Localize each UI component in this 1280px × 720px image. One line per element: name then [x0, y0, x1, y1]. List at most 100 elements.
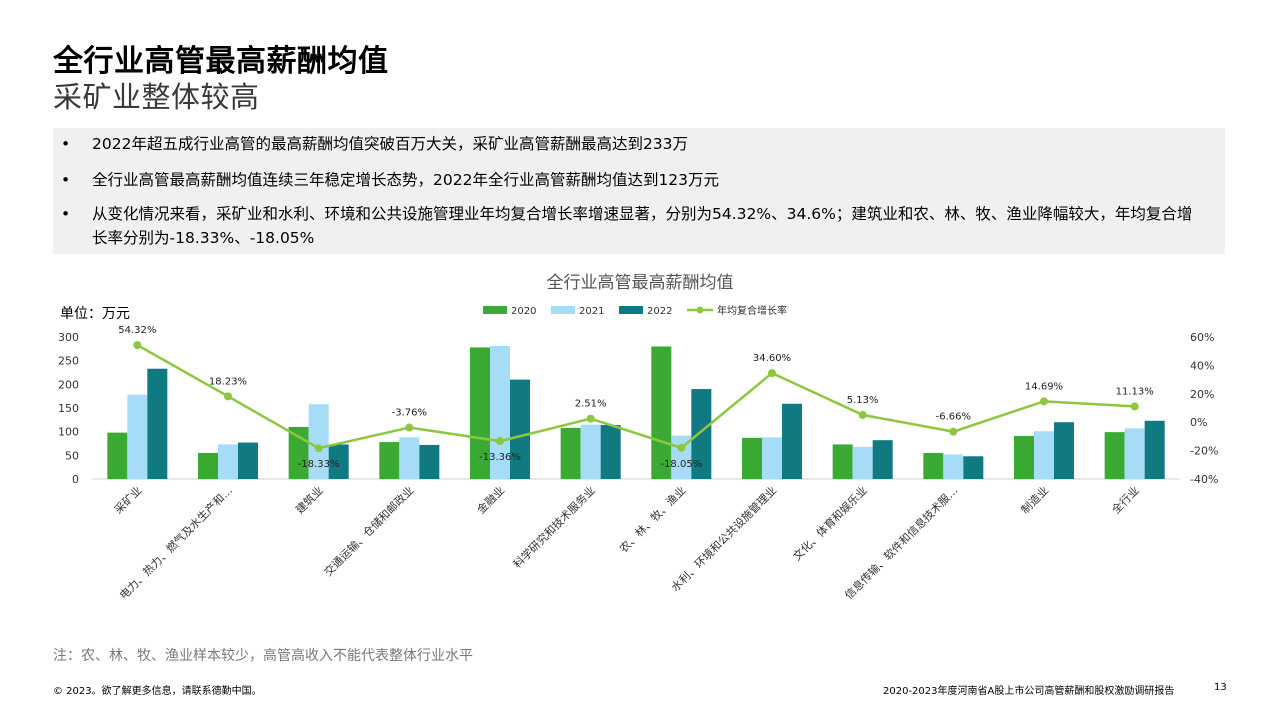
legend-label: 2021	[579, 306, 604, 317]
y-tick-label-right: 60%	[1190, 331, 1214, 344]
bar-2020	[198, 452, 218, 479]
growth-point	[1040, 397, 1048, 406]
growth-data-label: -6.66%	[936, 412, 971, 423]
growth-data-label: 18.23%	[209, 376, 247, 387]
bar-2020	[832, 444, 853, 479]
growth-point	[677, 443, 686, 452]
bar-2022	[147, 368, 168, 479]
y-tick-label-left: 0	[72, 473, 79, 486]
y-tick-label-left: 100	[58, 426, 79, 439]
y-tick-label-right: 20%	[1190, 388, 1214, 401]
legend-line-marker	[696, 306, 704, 314]
growth-data-label: 14.69%	[1025, 381, 1063, 392]
bullet-symbol: •	[61, 205, 71, 223]
legend-swatch	[551, 306, 575, 314]
y-tick-label-right: -40%	[1190, 473, 1218, 486]
bar-2020	[107, 432, 128, 479]
growth-data-label: 34.60%	[753, 353, 791, 364]
growth-data-label: -18.05%	[660, 459, 702, 470]
bar-2021	[218, 444, 238, 479]
growth-data-label: -13.36%	[479, 452, 521, 463]
page-subtitle: 采矿业整体较高	[53, 80, 260, 114]
bullet-text: 2022年超五成行业高管的最高薪酬均值突破百万大关，采矿业高管薪酬最高达到233…	[92, 135, 689, 153]
x-tick-label: 农、林、牧、渔业	[616, 483, 688, 555]
bar-2022	[600, 425, 621, 479]
bar-2021	[127, 394, 148, 479]
growth-point	[586, 414, 595, 423]
growth-point	[314, 444, 323, 453]
bar-2022	[1144, 420, 1165, 479]
bar-2020	[379, 442, 400, 479]
bar-2020	[923, 452, 944, 479]
y-tick-label-left: 200	[58, 378, 79, 391]
growth-data-label: -3.76%	[392, 408, 427, 419]
legend-swatch	[483, 306, 507, 314]
y-tick-label-left: 50	[65, 449, 79, 462]
legend-label: 年均复合增长率	[717, 304, 787, 317]
y-tick-label-left: 150	[58, 402, 79, 415]
bullet-item: • 全行业高管最高薪酬均值连续三年稳定增长态势，2022年全行业高管薪酬均值达到…	[53, 168, 1204, 192]
bar-2021	[1034, 431, 1054, 479]
bar-2022	[238, 442, 258, 479]
growth-point	[949, 427, 958, 436]
bullet-symbol: •	[61, 135, 71, 153]
growth-point	[1130, 402, 1139, 411]
bar-2020	[1104, 432, 1125, 479]
x-tick-label: 文化、体育和娱乐业	[790, 483, 870, 563]
x-tick-label: 全行业	[1109, 483, 1142, 516]
bullet-item: • 从变化情况来看，采矿业和水利、环境和公共设施管理业年均复合增长率增速显著，分…	[53, 202, 1204, 250]
growth-data-label: 11.13%	[1116, 386, 1154, 397]
bar-2021	[1124, 428, 1145, 479]
bar-2020	[1014, 435, 1034, 479]
bar-2022	[691, 389, 712, 479]
x-tick-label: 制造业	[1018, 483, 1051, 516]
legend-label: 2022	[647, 306, 672, 317]
bar-2022	[328, 444, 349, 479]
growth-point	[133, 341, 142, 350]
growth-data-label: 5.13%	[847, 395, 879, 406]
growth-data-label: 2.51%	[575, 399, 607, 410]
bar-2020	[651, 346, 672, 479]
x-tick-label: 科学研究和技术服务业	[510, 483, 598, 571]
bar-2022	[782, 403, 802, 479]
y-tick-label-right: 40%	[1190, 359, 1214, 372]
y-tick-label-right: -20%	[1190, 445, 1218, 458]
page-title: 全行业高管最高薪酬均值	[53, 44, 389, 79]
growth-point	[496, 437, 504, 446]
page-number: 13	[1214, 682, 1227, 693]
footnote: 注：农、林、牧、渔业样本较少，高管高收入不能代表整体行业水平	[53, 648, 473, 664]
bar-2020	[470, 347, 490, 479]
summary-box: • 2022年超五成行业高管的最高薪酬均值突破百万大关，采矿业高管薪酬最高达到2…	[53, 128, 1225, 254]
legend-label: 2020	[511, 306, 536, 317]
y-tick-label-left: 300	[58, 331, 79, 344]
growth-data-label: -18.33%	[298, 459, 340, 470]
bullet-item: • 2022年超五成行业高管的最高薪酬均值突破百万大关，采矿业高管薪酬最高达到2…	[53, 132, 1204, 156]
bar-2021	[762, 437, 782, 479]
x-tick-label: 交通运输、仓储和邮政业	[321, 483, 416, 578]
bar-2021	[943, 454, 964, 479]
growth-point	[224, 392, 232, 401]
bar-2020	[560, 427, 581, 479]
bar-2021	[399, 437, 420, 479]
growth-point	[405, 423, 414, 432]
footer-report-title: 2020-2023年度河南省A股上市公司高管薪酬和股权激励调研报告	[883, 686, 1175, 697]
bar-2021	[308, 404, 329, 479]
y-tick-label-right: 0%	[1190, 416, 1207, 429]
bullet-text: 全行业高管最高薪酬均值连续三年稳定增长态势，2022年全行业高管薪酬均值达到12…	[92, 171, 720, 189]
y-tick-label-left: 250	[58, 355, 79, 368]
bullet-text: 从变化情况来看，采矿业和水利、环境和公共设施管理业年均复合增长率增速显著，分别为…	[92, 205, 1193, 247]
bar-2022	[510, 379, 530, 479]
legend-swatch	[619, 306, 643, 314]
growth-point	[858, 410, 867, 419]
x-tick-label: 建筑业	[293, 483, 326, 516]
bar-2022	[963, 456, 984, 479]
bar-2022	[1054, 422, 1074, 479]
growth-data-label: 54.32%	[118, 325, 156, 336]
bar-2021	[852, 446, 873, 479]
footer-copyright: © 2023。欲了解更多信息，请联系德勤中国。	[53, 686, 262, 697]
bar-2021	[490, 345, 510, 479]
bullet-symbol: •	[61, 171, 71, 189]
bar-2020	[288, 426, 309, 479]
x-tick-label: 金融业	[474, 483, 507, 516]
bar-2021	[580, 424, 601, 479]
